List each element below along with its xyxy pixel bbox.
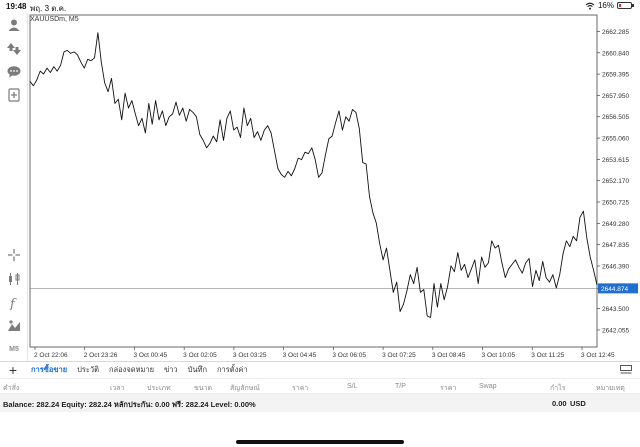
status-right: 16% xyxy=(585,1,634,10)
trade-columns-header: คำสั่ง เวลา ประเภท ขนาด สัญลักษณ์ ราคา S… xyxy=(0,378,640,394)
tab-trade[interactable]: การซื้อขาย xyxy=(26,362,73,379)
chart-symbol-label: XAUUSDm, M5 xyxy=(30,16,79,23)
y-tick-label: 2652.170 xyxy=(602,178,629,185)
timeframe-button[interactable]: M5 xyxy=(4,339,24,359)
y-tick-label: 2647.835 xyxy=(602,242,629,249)
x-tick-label: 3 Oct 02:05 xyxy=(183,352,217,359)
y-tick-label: 2662.285 xyxy=(602,29,629,36)
y-tick-label: 2660.840 xyxy=(602,50,629,57)
y-tick-label: 2646.390 xyxy=(602,263,629,270)
col-tp[interactable]: T/P xyxy=(395,383,406,390)
chat-icon[interactable] xyxy=(4,62,24,82)
col-price[interactable]: ราคา xyxy=(292,385,309,392)
objects-icon[interactable] xyxy=(4,316,24,336)
current-price-label: 2644.874 xyxy=(601,286,628,293)
left-toolbar: f M5 xyxy=(0,13,28,361)
col-time[interactable]: เวลา xyxy=(110,385,125,392)
col-profit[interactable]: กำไร xyxy=(550,385,566,392)
x-tick-label: 3 Oct 06:05 xyxy=(332,352,366,359)
function-icon[interactable]: f xyxy=(4,293,24,313)
y-tick-label: 2657.950 xyxy=(602,93,629,100)
x-tick-label: 3 Oct 12:45 xyxy=(581,352,615,359)
status-bar: 19:48 พฤ. 3 ต.ค. 16% xyxy=(0,0,640,13)
tab-mailbox[interactable]: กล่องจดหมาย xyxy=(109,365,155,374)
balance-summary-text: Balance: 282.24 Equity: 282.24 หลักประกั… xyxy=(3,400,256,409)
home-indicator xyxy=(236,440,404,444)
battery-percent: 16% xyxy=(597,1,614,10)
x-tick-label: 3 Oct 00:45 xyxy=(133,352,167,359)
svg-text:f: f xyxy=(9,297,17,310)
y-tick-label: 2653.615 xyxy=(602,157,629,164)
col-order[interactable]: คำสั่ง xyxy=(3,385,20,392)
x-tick-label: 3 Oct 08:45 xyxy=(432,352,466,359)
col-swap[interactable]: Swap xyxy=(479,383,497,390)
tab-news[interactable]: ข่าว xyxy=(164,365,178,374)
plot-frame xyxy=(29,14,598,348)
battery-icon xyxy=(617,2,634,9)
x-tick-label: 3 Oct 03:25 xyxy=(233,352,267,359)
trade-icon[interactable] xyxy=(4,39,24,59)
price-series-line xyxy=(29,32,598,318)
col-symbol[interactable]: สัญลักษณ์ xyxy=(230,385,260,392)
battery-level xyxy=(619,4,621,7)
account-currency: USD xyxy=(570,399,586,408)
wifi-icon xyxy=(585,2,595,10)
y-tick-label: 2659.395 xyxy=(602,72,629,79)
x-tick-label: 2 Oct 23:26 xyxy=(84,352,118,359)
y-tick-label: 2656.505 xyxy=(602,114,629,121)
y-tick-label: 2642.055 xyxy=(602,327,629,334)
price-chart[interactable]: XAUUSDm, M5 2662.285 2660.840 2659.395 2657… xyxy=(28,13,640,361)
y-tick-label: 2649.280 xyxy=(602,221,629,228)
col-sl[interactable]: S/L xyxy=(347,383,358,390)
account-icon[interactable] xyxy=(4,15,24,35)
status-time: 19:48 xyxy=(6,2,27,11)
new-document-icon[interactable] xyxy=(4,85,24,105)
add-tab-icon[interactable]: + xyxy=(8,362,18,378)
col-comment[interactable]: หมายเหตุ xyxy=(596,385,625,392)
status-date: พฤ. 3 ต.ค. xyxy=(30,4,67,13)
layout-toggle-icon[interactable] xyxy=(620,365,632,375)
x-tick-label: 2 Oct 22:06 xyxy=(34,352,68,359)
x-tick-label: 3 Oct 04:45 xyxy=(283,352,317,359)
bottom-tabs-bar: + การซื้อขาย ประวัติ กล่องจดหมาย ข่าว บั… xyxy=(0,361,640,379)
x-tick-label: 3 Oct 07:25 xyxy=(382,352,416,359)
crosshair-icon[interactable] xyxy=(4,245,24,265)
x-tick-label: 3 Oct 10:05 xyxy=(482,352,516,359)
tab-journal[interactable]: บันทึก xyxy=(187,365,208,374)
balance-summary-row: Balance: 282.24 Equity: 282.24 หลักประกั… xyxy=(0,394,640,412)
total-profit: 0.00 xyxy=(552,399,567,408)
col-type[interactable]: ประเภท xyxy=(147,385,171,392)
col-volume[interactable]: ขนาด xyxy=(194,385,213,392)
tab-history[interactable]: ประวัติ xyxy=(77,365,100,374)
tab-settings[interactable]: การตั้งค่า xyxy=(217,365,248,374)
y-tick-label: 2655.060 xyxy=(602,136,629,143)
y-tick-label: 2650.725 xyxy=(602,200,629,207)
x-tick-label: 3 Oct 11:25 xyxy=(531,352,565,359)
chart-canvas[interactable]: 2662.285 2660.840 2659.395 2657.950 2656.505… xyxy=(28,13,640,361)
col-current-price[interactable]: ราคา xyxy=(440,385,457,392)
indicators-icon[interactable] xyxy=(4,269,24,289)
timeframe-label: M5 xyxy=(9,345,19,353)
y-tick-label: 2643.500 xyxy=(602,306,629,313)
current-price-tag xyxy=(598,283,638,294)
